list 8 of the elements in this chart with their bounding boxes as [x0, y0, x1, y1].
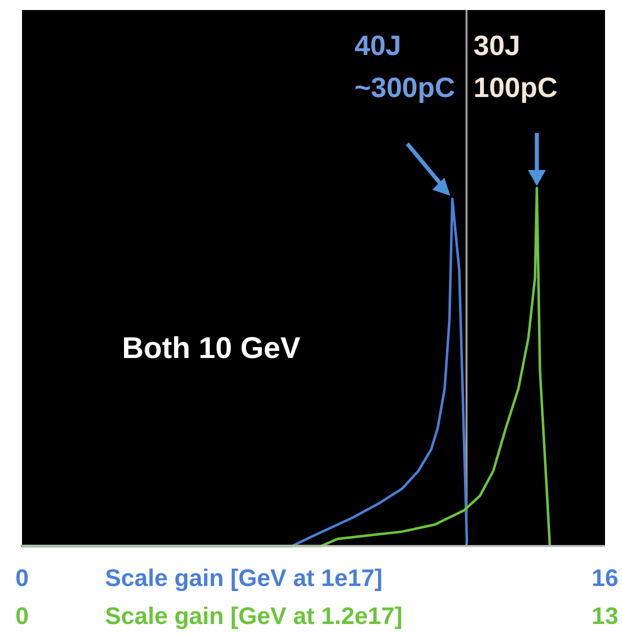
annotation: Both 10 GeV [122, 332, 300, 365]
x-axis-title: Scale gain [GeV at 1e17] [105, 565, 382, 592]
x2-axis-title: Scale gain [GeV at 1.2e17] [105, 603, 402, 630]
text: 30J 100pC [474, 30, 558, 103]
x-tick-label: 16 [592, 565, 618, 592]
x2-tick-label: 0 [15, 603, 29, 630]
text: 40J ~300pC [354, 30, 455, 103]
x2-tick-label: 13 [592, 603, 618, 630]
